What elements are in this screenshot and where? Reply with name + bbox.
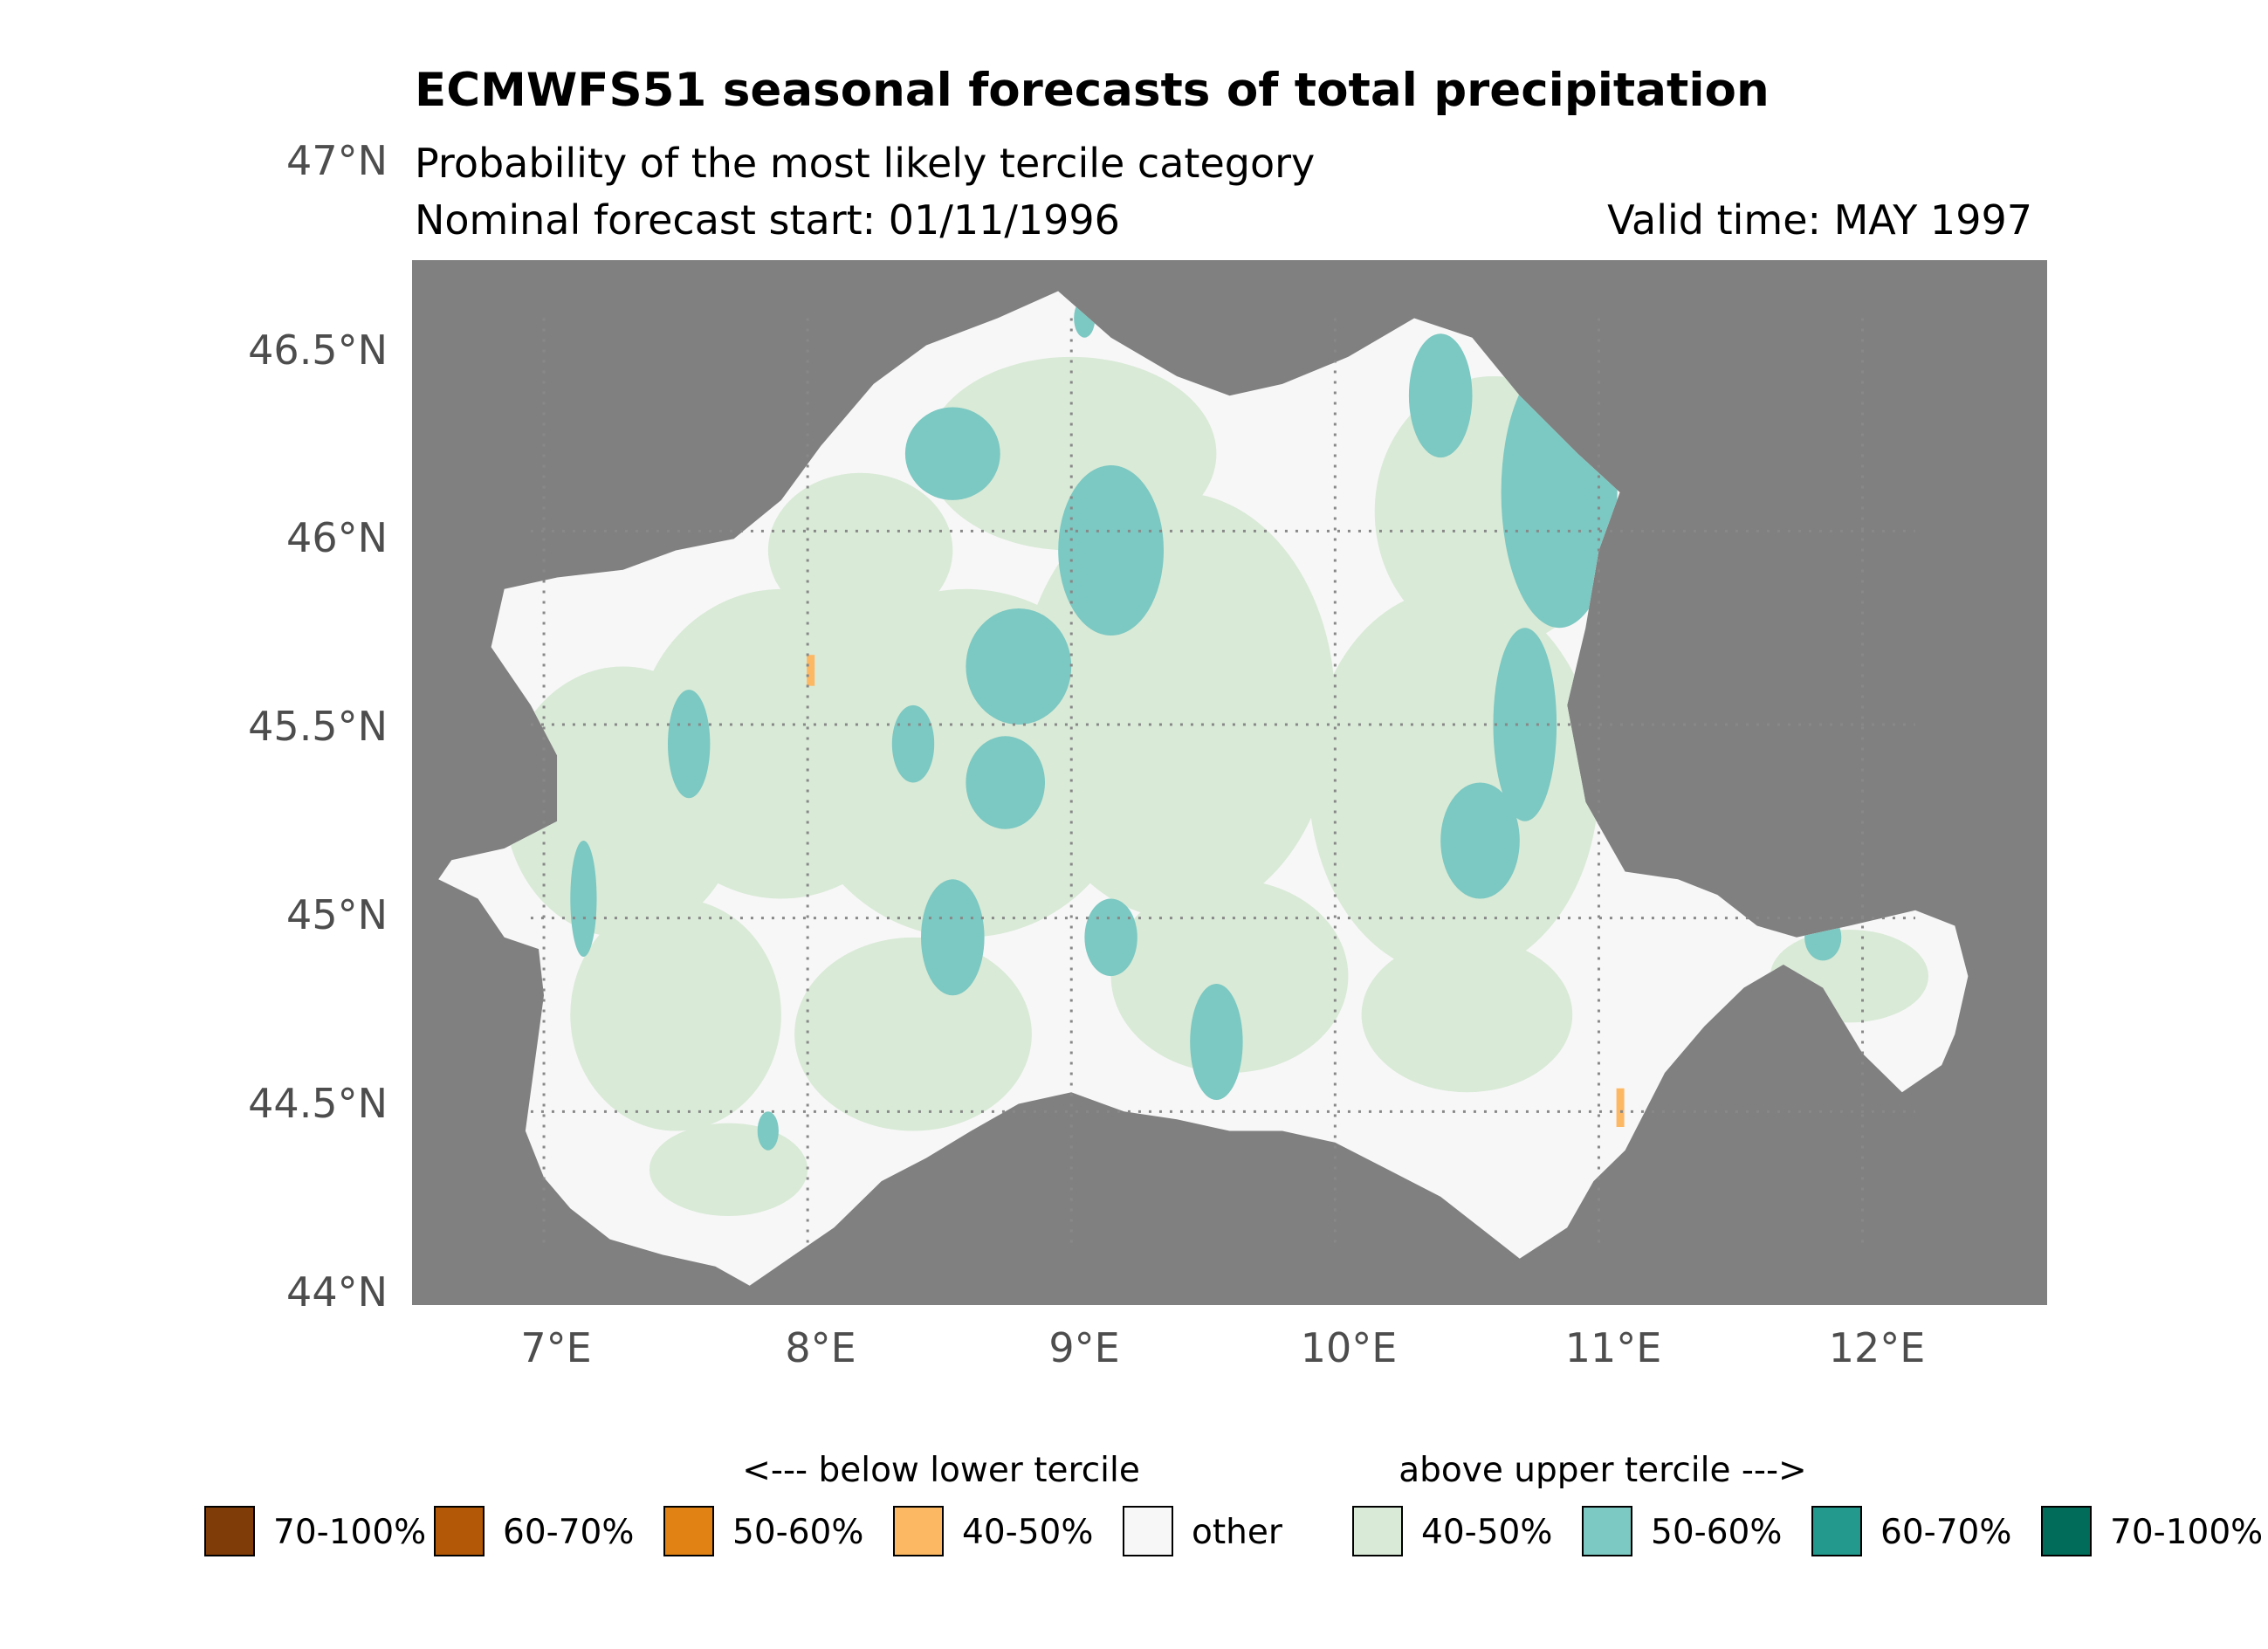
map-title: ECMWFS51 seasonal forecasts of total pre… (415, 64, 1770, 117)
probability-patch (1190, 984, 1243, 1100)
probability-patch (807, 655, 815, 686)
legend-label: 40-50% (1421, 1513, 1552, 1552)
y-tick-label: 45.5°N (248, 703, 388, 750)
y-tick-label: 46°N (286, 514, 388, 561)
y-tick-label: 45°N (286, 891, 388, 938)
probability-patch (668, 690, 711, 799)
x-tick-label: 10°E (1301, 1324, 1398, 1371)
forecast-start: Nominal forecast start: 01/11/1996 (415, 196, 1120, 244)
y-tick-label: 44°N (286, 1268, 388, 1316)
probability-patch (570, 898, 781, 1131)
probability-patch (794, 937, 1032, 1131)
probability-patch (891, 704, 935, 783)
legend-label: 60-70% (503, 1513, 634, 1552)
legend-label: 70-100% (273, 1513, 426, 1552)
legend-items: 70-100% 60-70% 50-60% 40-50% other 40-50% 50-6… (204, 1506, 2263, 1556)
y-tick-label: 46.5°N (248, 326, 388, 374)
legend-label: 40-50% (962, 1513, 1093, 1552)
y-axis-ticks: 44°N 44.5°N 45°N 45.5°N 46°N 46.5°N 47°N (248, 137, 388, 1316)
legend-swatch (1352, 1506, 1403, 1556)
probability-patch (649, 1123, 808, 1217)
x-axis-ticks: 7°E 8°E 9°E 10°E 11°E 12°E (520, 1324, 1925, 1371)
probability-patch (1110, 879, 1349, 1073)
valid-time: Valid time: MAY 1997 (1607, 196, 2032, 244)
map-subtitle: Probability of the most likely tercile c… (415, 140, 1315, 187)
legend-label: 60-70% (1880, 1513, 2011, 1552)
probability-patches (504, 299, 1928, 1217)
legend-swatch (434, 1506, 485, 1556)
legend-below-label: <--- below lower tercile (742, 1451, 1140, 1490)
x-tick-label: 8°E (785, 1324, 856, 1371)
legend-swatch (1582, 1506, 1632, 1556)
x-tick-label: 7°E (520, 1324, 591, 1371)
legend-swatch (1811, 1506, 1862, 1556)
x-tick-label: 11°E (1565, 1324, 1662, 1371)
legend-swatch (204, 1506, 255, 1556)
probability-patch (757, 1111, 779, 1151)
probability-patch (1616, 1088, 1625, 1127)
probability-patch (1058, 465, 1164, 636)
legend-swatch (2041, 1506, 2092, 1556)
map-panel (412, 260, 2047, 1305)
graticule (530, 318, 1915, 1247)
y-tick-label: 47°N (286, 137, 388, 184)
x-tick-label: 9°E (1048, 1324, 1119, 1371)
legend-label: 50-60% (1651, 1513, 1782, 1552)
probability-patch (966, 608, 1072, 725)
probability-patch (1408, 333, 1473, 458)
legend-swatch (663, 1506, 714, 1556)
legend-swatch (1123, 1506, 1173, 1556)
probability-patch (1493, 628, 1557, 821)
probability-patch (921, 879, 985, 996)
legend-label: 50-60% (732, 1513, 863, 1552)
legend-label: other (1192, 1513, 1283, 1552)
probability-patch (767, 472, 953, 629)
legend-label: 70-100% (2110, 1513, 2263, 1552)
probability-patch (1084, 898, 1137, 977)
legend: <--- below lower tercile above upper ter… (204, 1451, 2263, 1556)
y-tick-label: 44.5°N (248, 1080, 388, 1127)
x-tick-label: 12°E (1829, 1324, 1926, 1371)
probability-patch (1361, 937, 1573, 1093)
probability-patch (1440, 782, 1520, 899)
legend-swatch (893, 1506, 944, 1556)
probability-patch (904, 407, 1000, 500)
probability-patch (966, 736, 1045, 829)
legend-above-label: above upper tercile ---> (1399, 1451, 1807, 1490)
probability-patch (570, 841, 597, 957)
